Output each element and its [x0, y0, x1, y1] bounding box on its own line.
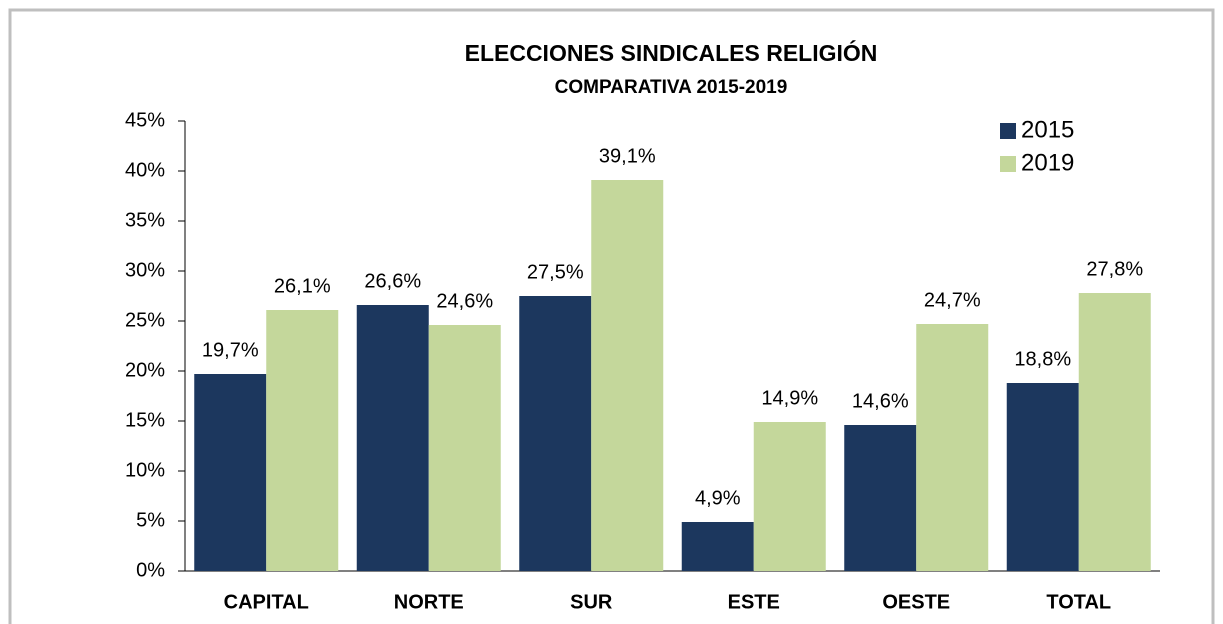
- bar: [428, 325, 501, 571]
- value-label: 24,7%: [924, 289, 981, 311]
- legend-label: 2019: [1021, 149, 1074, 176]
- value-label: 26,6%: [364, 270, 421, 292]
- y-tick-label: 25%: [125, 309, 165, 331]
- value-label: 27,8%: [1086, 258, 1143, 280]
- chart-subtitle: COMPARATIVA 2015-2019: [555, 77, 788, 98]
- y-tick-label: 20%: [125, 359, 165, 381]
- bar: [356, 305, 429, 571]
- y-tick-label: 30%: [125, 259, 165, 281]
- y-tick-label: 5%: [136, 509, 165, 531]
- y-tick-label: 0%: [136, 559, 165, 581]
- x-tick-label: NORTE: [394, 591, 464, 613]
- x-tick-label: OESTE: [882, 591, 950, 613]
- bar: [1078, 293, 1151, 571]
- bar: [194, 374, 267, 571]
- value-label: 24,6%: [436, 290, 493, 312]
- value-label: 14,9%: [761, 387, 818, 409]
- value-label: 27,5%: [527, 261, 584, 283]
- legend-swatch: [1000, 123, 1016, 139]
- legend-label: 2015: [1021, 116, 1074, 143]
- bar: [844, 425, 917, 571]
- value-label: 19,7%: [202, 339, 259, 361]
- chart-title: ELECCIONES SINDICALES RELIGIÓN: [465, 39, 878, 66]
- bar: [681, 522, 754, 571]
- bar: [753, 422, 826, 571]
- chart-border: [8, 8, 1215, 624]
- x-tick-label: ESTE: [728, 591, 780, 613]
- bar: [519, 296, 592, 571]
- value-label: 4,9%: [695, 487, 741, 509]
- bar: [916, 324, 989, 571]
- y-tick-label: 35%: [125, 209, 165, 231]
- legend-swatch: [1000, 156, 1016, 172]
- y-tick-label: 45%: [125, 109, 165, 131]
- value-label: 14,6%: [852, 390, 909, 412]
- y-tick-label: 40%: [125, 159, 165, 181]
- bar: [591, 180, 664, 571]
- x-tick-label: SUR: [570, 591, 613, 613]
- y-tick-label: 15%: [125, 409, 165, 431]
- value-label: 26,1%: [274, 275, 331, 297]
- bar: [1006, 383, 1079, 571]
- x-tick-label: TOTAL: [1046, 591, 1111, 613]
- bar: [266, 310, 339, 571]
- x-tick-label: CAPITAL: [224, 591, 309, 613]
- value-label: 18,8%: [1014, 348, 1071, 370]
- value-label: 39,1%: [599, 145, 656, 167]
- y-tick-label: 10%: [125, 459, 165, 481]
